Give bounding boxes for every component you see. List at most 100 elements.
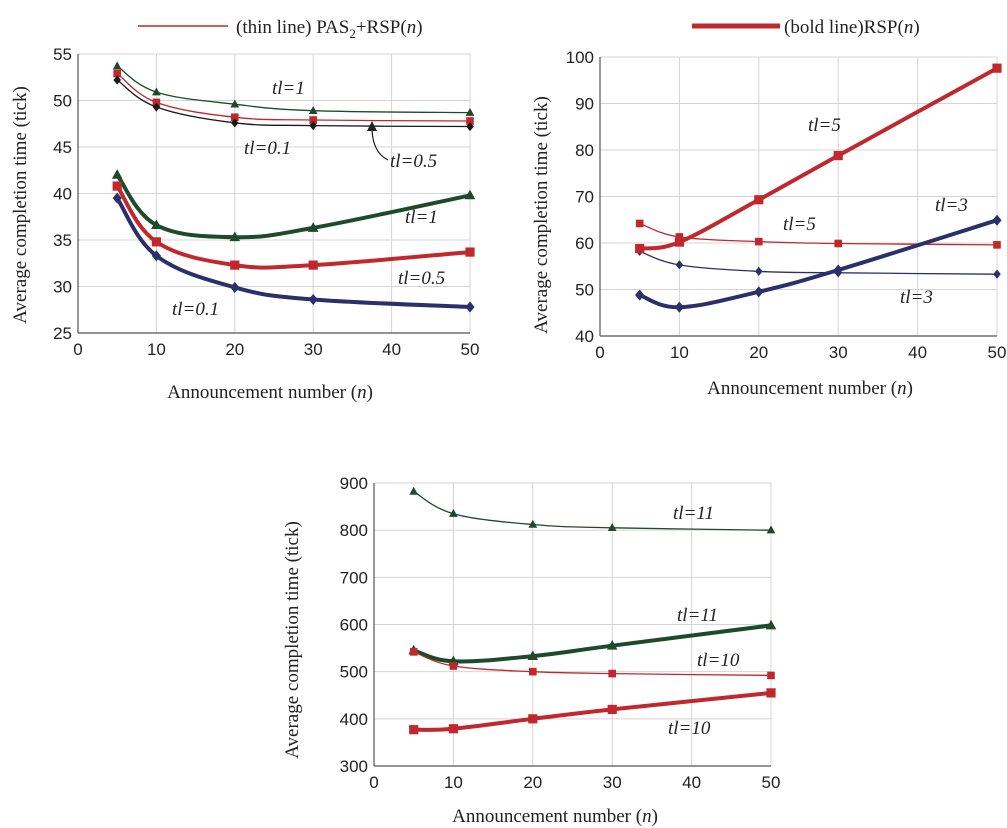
data-point-diamond bbox=[151, 250, 161, 262]
chart-1-xlabel: Announcement number (n) bbox=[167, 382, 373, 403]
data-point-square bbox=[674, 237, 684, 247]
annotation-tl-11-bold: tl=11 bbox=[677, 605, 718, 626]
data-point-square bbox=[833, 150, 843, 161]
data-point-square bbox=[231, 113, 239, 122]
data-point-diamond bbox=[308, 294, 318, 306]
series-line-bold-triangle bbox=[115, 172, 472, 240]
data-point-square bbox=[754, 195, 764, 205]
data-point-triangle bbox=[607, 523, 617, 532]
data-point-square bbox=[449, 662, 458, 670]
data-point-diamond bbox=[635, 289, 645, 301]
series-line-thin-diamond bbox=[116, 79, 471, 128]
data-point-square bbox=[755, 237, 763, 246]
data-point-square bbox=[113, 69, 121, 78]
y-tick-label: 100 bbox=[566, 48, 594, 67]
annotation-tl-3-thin: tl=3 bbox=[900, 287, 933, 308]
x-tick-label: 40 bbox=[908, 343, 927, 362]
data-point-square bbox=[151, 237, 161, 247]
annotation-tl-11-thin: tl=11 bbox=[673, 503, 714, 524]
data-point-diamond bbox=[675, 260, 684, 270]
data-point-diamond bbox=[152, 102, 161, 112]
y-tick-label: 55 bbox=[53, 45, 72, 64]
data-point-square bbox=[993, 241, 1001, 249]
annotation-tl-1-bold: tl=1 bbox=[405, 207, 438, 228]
series-line-thin-square bbox=[413, 651, 772, 677]
x-tick-label: 30 bbox=[603, 773, 622, 792]
chart-3-xlabel: Announcement number (n) bbox=[452, 806, 658, 827]
chart-1-ylabel: Average completion time (tick) bbox=[10, 86, 31, 324]
x-tick-label: 0 bbox=[369, 773, 378, 792]
legend-bold-label: (bold line)RSP(n) bbox=[784, 17, 920, 38]
x-tick-label: 10 bbox=[444, 773, 463, 792]
chart-3-annotations: tl=11 tl=11 tl=10 tl=10 bbox=[668, 503, 740, 739]
y-tick-label: 40 bbox=[575, 327, 594, 346]
data-point-triangle bbox=[151, 219, 162, 230]
annotation-tl-1-thin: tl=1 bbox=[272, 78, 305, 99]
chart-2-ylabel: Average completion time (tick) bbox=[531, 96, 552, 334]
data-point-diamond bbox=[992, 214, 1002, 226]
y-tick-label: 400 bbox=[340, 710, 368, 729]
data-point-diamond bbox=[230, 281, 240, 293]
x-tick-label: 10 bbox=[147, 340, 166, 359]
chart-1: 25 30 35 40 45 50 55 0 10 20 30 40 50 Announcement n… bbox=[10, 45, 479, 403]
chart-1-ticks: 25 30 35 40 45 50 55 0 10 20 30 40 50 bbox=[53, 45, 479, 359]
chart-2: 40 50 60 70 80 90 100 0 10 20 30 40 50 Announcement … bbox=[531, 48, 1006, 399]
x-tick-label: 20 bbox=[225, 340, 244, 359]
data-point-square bbox=[230, 260, 240, 270]
legend-thin-label: (thin line) PAS2+RSP(n) bbox=[236, 17, 423, 41]
y-tick-label: 50 bbox=[53, 92, 72, 111]
data-point-square bbox=[635, 219, 644, 228]
data-point-diamond bbox=[755, 266, 763, 276]
data-point-square bbox=[607, 704, 617, 714]
data-point-triangle bbox=[229, 231, 241, 242]
data-point-square bbox=[529, 667, 537, 676]
y-tick-label: 900 bbox=[340, 474, 368, 493]
x-tick-label: 50 bbox=[988, 343, 1007, 362]
chart-1-annotations: tl=1 tl=0.1 tl=0.5 tl=1 tl=0.5 tl=0.1 bbox=[172, 78, 445, 320]
chart-3-ticks: 300 400 500 600 700 800 900 0 10 20 30 40 50 bbox=[340, 474, 781, 792]
data-point-triangle bbox=[111, 169, 123, 179]
data-point-square bbox=[528, 714, 538, 724]
data-point-triangle bbox=[230, 99, 240, 108]
y-tick-label: 700 bbox=[340, 568, 368, 587]
data-point-square bbox=[675, 233, 684, 241]
annotation-tl-10-thin: tl=10 bbox=[697, 650, 740, 671]
series-line-bold-diamond bbox=[115, 196, 472, 309]
annotation-arrowhead bbox=[367, 121, 377, 131]
y-tick-label: 600 bbox=[340, 616, 368, 635]
data-point-triangle bbox=[465, 107, 475, 116]
chart-1-series bbox=[111, 61, 476, 313]
data-point-square bbox=[152, 98, 161, 107]
chart-2-series bbox=[635, 63, 1002, 313]
annotation-arrow bbox=[371, 126, 389, 161]
data-point-square bbox=[608, 669, 616, 678]
chart-3-series bbox=[408, 486, 777, 735]
y-tick-label: 40 bbox=[53, 185, 72, 204]
x-tick-label: 40 bbox=[382, 340, 401, 359]
x-tick-label: 50 bbox=[461, 340, 480, 359]
data-point-triangle bbox=[527, 650, 539, 661]
y-tick-label: 25 bbox=[53, 324, 72, 343]
x-tick-label: 10 bbox=[670, 343, 689, 362]
y-tick-label: 80 bbox=[575, 141, 594, 160]
data-point-triangle bbox=[308, 105, 318, 114]
data-point-triangle bbox=[449, 508, 458, 517]
data-point-square bbox=[767, 671, 775, 680]
annotation-tl-0.5-bold: tl=0.5 bbox=[398, 268, 445, 289]
x-tick-label: 40 bbox=[682, 773, 701, 792]
annotation-tl-0.1-thin: tl=0.1 bbox=[244, 138, 291, 159]
data-point-square bbox=[448, 724, 458, 734]
data-point-square bbox=[635, 243, 645, 254]
data-point-triangle bbox=[766, 525, 776, 534]
series-line-thin-triangle bbox=[116, 65, 471, 114]
data-point-diamond bbox=[113, 75, 121, 85]
data-point-triangle bbox=[528, 519, 538, 528]
data-point-diamond bbox=[993, 269, 1001, 279]
chart-3: 300 400 500 600 700 800 900 0 10 20 30 40 50 Announc… bbox=[282, 474, 780, 827]
data-point-diamond bbox=[465, 301, 475, 313]
data-point-square bbox=[309, 116, 317, 124]
data-point-square bbox=[766, 688, 776, 698]
y-tick-label: 70 bbox=[575, 188, 594, 207]
data-point-triangle bbox=[307, 222, 319, 232]
y-tick-label: 50 bbox=[575, 281, 594, 300]
